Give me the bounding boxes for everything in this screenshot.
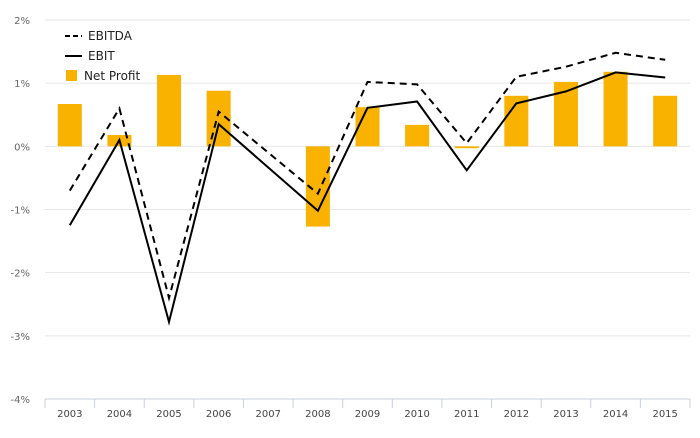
y-tick-label: -3% bbox=[11, 332, 30, 343]
x-tick-label: 2003 bbox=[57, 409, 82, 420]
y-tick-label: 2% bbox=[14, 16, 30, 27]
x-tick-label: 2015 bbox=[652, 409, 677, 420]
x-tick-label: 2011 bbox=[454, 409, 479, 420]
legend-net-profit-swatch bbox=[66, 70, 77, 81]
net-profit-bar-2010 bbox=[405, 124, 430, 147]
x-tick-label: 2014 bbox=[603, 409, 628, 420]
x-tick-label: 2004 bbox=[107, 409, 132, 420]
legend: EBITDA EBIT Net Profit bbox=[65, 29, 140, 83]
net-profit-bar-2011 bbox=[454, 146, 479, 149]
ebit-line bbox=[68, 71, 666, 326]
y-tick-label: -2% bbox=[11, 269, 30, 280]
y-tick-label: 0% bbox=[14, 142, 30, 153]
net-profit-bar-2009 bbox=[355, 107, 380, 147]
y-tick-label: -1% bbox=[11, 206, 30, 217]
ebitda-line bbox=[68, 51, 666, 302]
net-profit-bar-2015 bbox=[653, 95, 678, 147]
net-profit-bar-2003 bbox=[57, 104, 82, 147]
x-tick-label: 2006 bbox=[206, 409, 231, 420]
y-tick-label: -4% bbox=[11, 395, 30, 406]
gridlines bbox=[45, 19, 690, 337]
legend-ebitda-label: EBITDA bbox=[88, 29, 133, 43]
x-tick-label: 2012 bbox=[504, 409, 529, 420]
x-tick-label: 2005 bbox=[156, 409, 181, 420]
net-profit-bar-2014 bbox=[603, 71, 628, 147]
line-series bbox=[68, 51, 666, 326]
x-tick-label: 2013 bbox=[553, 409, 578, 420]
legend-net-profit-label: Net Profit bbox=[84, 69, 140, 83]
x-tick-label: 2009 bbox=[355, 409, 380, 420]
net-profit-bars bbox=[57, 71, 678, 227]
legend-ebit-label: EBIT bbox=[88, 49, 115, 63]
x-tick-label: 2010 bbox=[404, 409, 429, 420]
y-tick-label: 1% bbox=[14, 79, 30, 90]
net-profit-bar-2005 bbox=[157, 74, 182, 147]
x-tick-label: 2008 bbox=[305, 409, 330, 420]
x-tick-label: 2007 bbox=[256, 409, 281, 420]
axes: 2% 1% 0% -1% -2% -3% -4% 2003 2004 2005 2006 2007 20… bbox=[11, 16, 691, 420]
